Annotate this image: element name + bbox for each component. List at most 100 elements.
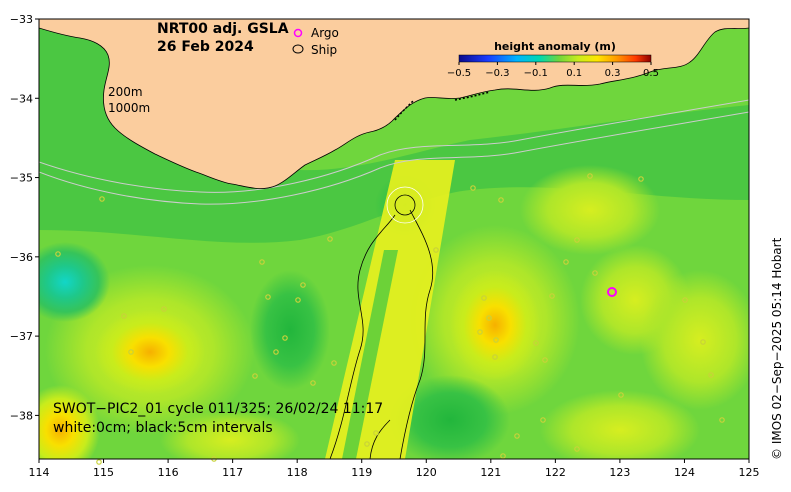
eddy-contour — [394, 194, 416, 216]
isobath-1000m-label: 1000m — [108, 101, 150, 115]
argo-legend-label: Argo — [311, 26, 339, 40]
colorbar-tick-label: 0.3 — [605, 68, 621, 79]
x-tick-label: 121 — [480, 466, 501, 479]
y-tick-label: −33 — [10, 13, 33, 26]
float-marker — [161, 306, 167, 312]
isobath-1000m — [39, 111, 749, 205]
plot-frame — [38, 18, 750, 460]
swot-contour — [329, 214, 396, 459]
float-marker — [486, 315, 492, 321]
x-tick-label: 118 — [287, 466, 308, 479]
swot-contour-info: white:0cm; black:5cm intervals — [53, 420, 273, 436]
float-marker — [99, 196, 105, 202]
float-marker — [331, 360, 337, 366]
swot-contour — [369, 419, 391, 459]
float-marker — [128, 349, 134, 355]
anomaly-blob — [540, 390, 700, 459]
y-tick-label: −35 — [10, 172, 33, 185]
anomaly-blob — [640, 270, 749, 410]
x-tick-label: 115 — [93, 466, 114, 479]
observation-markers — [55, 173, 725, 465]
colorbar-title: height anomaly (m) — [494, 40, 616, 53]
float-marker — [592, 270, 598, 276]
argo-marker-icon — [293, 28, 303, 38]
x-tick-label: 119 — [351, 466, 372, 479]
colorbar-tick-label: −0.1 — [524, 68, 548, 79]
float-marker — [300, 282, 306, 288]
float-marker — [470, 185, 476, 191]
swot-pass-info: SWOT−PIC2_01 cycle 011/325; 26/02/24 11:… — [53, 401, 383, 417]
float-marker — [719, 417, 725, 423]
float-marker — [638, 176, 644, 182]
float-marker — [587, 173, 593, 179]
float-marker — [265, 294, 271, 300]
float-marker — [273, 349, 279, 355]
x-axis: 114 115 116 117 118 119 120 121 122 123 124 125 — [29, 459, 760, 479]
float-marker — [373, 430, 379, 436]
float-marker — [55, 251, 61, 257]
float-marker — [500, 453, 506, 459]
imos-credit: © IMOS 02−Sep−2025 05:14 Hobart — [770, 237, 784, 460]
float-marker — [700, 339, 706, 345]
x-tick-label: 116 — [158, 466, 179, 479]
float-marker — [252, 373, 258, 379]
y-tick-label: −38 — [10, 409, 33, 422]
float-marker — [433, 247, 439, 253]
swot-contour — [399, 209, 434, 459]
ship-marker-icon — [292, 44, 304, 54]
x-tick-label: 125 — [739, 466, 760, 479]
isobath-200m-label: 200m — [108, 85, 143, 99]
float-marker — [514, 433, 520, 439]
x-tick-label: 114 — [29, 466, 50, 479]
anomaly-blob — [390, 375, 510, 459]
float-marker — [477, 329, 483, 335]
float-marker — [563, 259, 569, 265]
swot-nadir-gap — [342, 250, 398, 459]
float-marker — [540, 417, 546, 423]
anomaly-blob — [39, 242, 110, 322]
float-marker — [542, 357, 548, 363]
float-marker — [364, 441, 370, 447]
ship-legend-label: Ship — [311, 43, 337, 57]
isobath-200m — [39, 99, 749, 193]
y-tick-label: −37 — [10, 330, 33, 343]
x-tick-label: 124 — [674, 466, 695, 479]
map-title-product: NRT00 adj. GSLA — [157, 21, 289, 37]
float-marker — [327, 236, 333, 242]
anomaly-blob — [95, 310, 205, 394]
argo-float-marker — [607, 287, 617, 297]
y-tick-label: −36 — [10, 251, 33, 264]
float-marker — [549, 293, 555, 299]
colorbar: height anomaly (m) −0.5 −0.3 −0.1 0.1 0.3 0.5 — [447, 40, 659, 79]
anomaly-blob — [250, 270, 330, 390]
float-marker — [618, 392, 624, 398]
anomaly-blob — [39, 385, 100, 459]
anomaly-blob — [520, 165, 660, 255]
float-marker — [493, 337, 499, 343]
float-marker — [498, 197, 504, 203]
colorbar-tick-label: 0.1 — [566, 68, 582, 79]
float-marker — [295, 297, 301, 303]
x-tick-label: 120 — [416, 466, 437, 479]
colorbar-tick-label: 0.5 — [643, 68, 659, 79]
colorbar-tick-label: −0.5 — [447, 68, 471, 79]
float-marker — [533, 340, 539, 346]
y-axis: −33 −34 −35 −36 −37 −38 — [10, 13, 39, 422]
anomaly-blob — [160, 410, 300, 459]
float-marker — [481, 295, 487, 301]
float-marker — [492, 354, 498, 360]
float-marker — [96, 459, 102, 465]
float-marker — [121, 313, 127, 319]
y-tick-label: −34 — [10, 92, 33, 105]
coastline-detail — [454, 91, 491, 101]
float-marker — [574, 446, 580, 452]
x-tick-label: 117 — [222, 466, 243, 479]
coastline-detail — [394, 99, 415, 121]
x-tick-label: 123 — [609, 466, 630, 479]
colorbar-tick-label: −0.3 — [485, 68, 509, 79]
map-title-date: 26 Feb 2024 — [157, 39, 254, 55]
plot-area — [39, 19, 749, 459]
colorbar-gradient — [458, 54, 652, 63]
float-marker — [574, 237, 580, 243]
float-marker — [310, 380, 316, 386]
